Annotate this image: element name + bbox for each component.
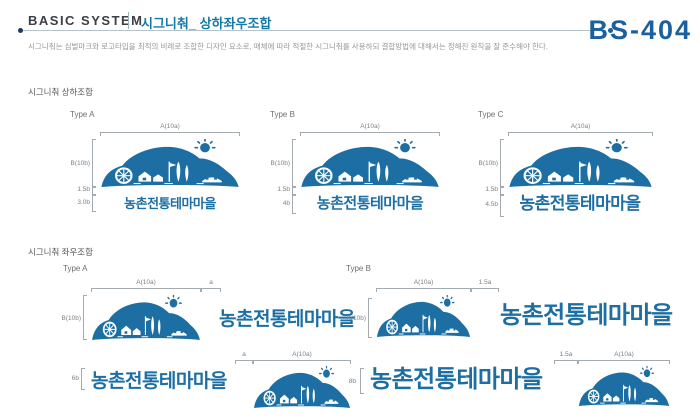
logotype: 농촌전통테마마을 bbox=[91, 371, 227, 392]
text-dim-label: 3.0b bbox=[77, 199, 90, 206]
gap-dim-bracket bbox=[92, 187, 96, 195]
gap-dim-bracket bbox=[554, 360, 578, 364]
height-dim-bracket bbox=[83, 295, 87, 340]
width-dim-bracket bbox=[91, 288, 201, 292]
width-dim-label: A(10a) bbox=[136, 279, 156, 286]
horizontal-combo-type-a: Type A A(10a) a B(10b) 농촌전통테마마을 6b 농촌전통테… bbox=[55, 262, 355, 417]
width-dim-label: A(10a) bbox=[292, 351, 312, 358]
header-divider bbox=[128, 12, 129, 29]
gap-dim-bracket bbox=[500, 187, 504, 195]
logotype: 농촌전통테마마을 bbox=[500, 302, 673, 329]
text-dim-label: 4b bbox=[282, 200, 290, 207]
text-dim-bracket bbox=[500, 195, 504, 217]
text-height-label: 6b bbox=[71, 375, 79, 382]
section-label-vertical: 시그니춰 상하조합 bbox=[28, 87, 93, 97]
gap-dim-bracket bbox=[471, 288, 499, 292]
page-description: 시그니춰는 심벌마크와 로고타입을 최적의 비례로 조합한 디자인 요소로, 매… bbox=[28, 42, 548, 51]
section-title: 시그니춰_ 상하좌우조합 bbox=[141, 16, 272, 31]
village-logo-symbol bbox=[253, 366, 351, 408]
village-logo-symbol bbox=[578, 366, 670, 406]
village-logo-symbol bbox=[376, 295, 471, 337]
width-dim-label: A(10a) bbox=[614, 351, 634, 358]
type-label: Type B bbox=[270, 110, 295, 119]
type-label: Type A bbox=[63, 264, 88, 273]
page-title: BASIC SYSTEM bbox=[28, 13, 144, 28]
text-height-label: 8b bbox=[348, 378, 356, 385]
logotype: 농촌전통테마마을 bbox=[316, 195, 424, 212]
logotype: 농촌전통테마마을 bbox=[219, 309, 355, 330]
page-code: BS-404 bbox=[588, 15, 692, 45]
gap-dim-label: 1.5b bbox=[485, 186, 498, 193]
width-dim-bracket bbox=[253, 360, 351, 364]
height-dim-label: B(10b) bbox=[61, 315, 81, 322]
width-dim-label: A(10a) bbox=[160, 123, 180, 130]
width-dim-bracket bbox=[578, 360, 670, 364]
height-dim-label: B(10b) bbox=[270, 160, 290, 167]
text-dim-bracket bbox=[92, 195, 96, 212]
village-logo-symbol bbox=[91, 295, 201, 340]
width-dim-label: A(10a) bbox=[570, 123, 591, 130]
gap-dim-label: 1.5a bbox=[478, 279, 492, 286]
width-dim-bracket bbox=[376, 288, 471, 292]
gap-dim-bracket bbox=[201, 288, 221, 292]
vertical-combo-type-a: Type A A(10a) B(10b) 1.5b 3.0b 농촌전통테마마을 bbox=[68, 108, 263, 220]
logotype: 농촌전통테마마을 bbox=[370, 366, 543, 393]
logotype: 농촌전통테마마을 bbox=[124, 196, 216, 211]
height-dim-bracket bbox=[368, 298, 372, 338]
type-label: Type B bbox=[346, 264, 371, 273]
width-dim-bracket bbox=[100, 132, 240, 136]
vertical-combo-type-b: Type B A(10a) B(10b) 1.5b 4b 농촌전통테마마을 bbox=[268, 108, 463, 220]
village-logo-symbol bbox=[100, 139, 240, 187]
gap-dim-bracket bbox=[292, 187, 296, 195]
section-label-horizontal: 시그니춰 좌우조합 bbox=[28, 247, 93, 257]
vertical-combo-type-c: Type C A(10a) B(10b) 1.5b 4.5b 농촌전통테마마을 bbox=[476, 108, 676, 220]
village-logo-symbol bbox=[300, 139, 440, 187]
gap-dim-label: a bbox=[209, 279, 213, 286]
rule-end-dot bbox=[608, 28, 613, 33]
logotype: 농촌전통테마마을 bbox=[519, 194, 641, 213]
text-height-bracket bbox=[81, 368, 85, 390]
height-dim-label: B(10b) bbox=[70, 160, 90, 167]
gap-dim-bracket bbox=[235, 360, 253, 364]
text-dim-bracket bbox=[292, 195, 296, 214]
width-dim-label: A(10a) bbox=[413, 279, 434, 286]
height-dim-label: B(10b) bbox=[478, 160, 498, 167]
rule-start-dot bbox=[18, 28, 23, 33]
height-dim-bracket bbox=[92, 139, 96, 187]
height-dim-bracket bbox=[500, 139, 504, 187]
width-dim-label: A(10a) bbox=[360, 123, 380, 130]
width-dim-bracket bbox=[508, 132, 653, 136]
gap-dim-label: 1.5b bbox=[277, 186, 290, 193]
type-label: Type C bbox=[478, 110, 504, 119]
height-dim-label: B(10b) bbox=[346, 315, 366, 322]
village-logo-symbol bbox=[508, 139, 653, 187]
text-dim-label: 4.5b bbox=[485, 201, 498, 208]
gap-dim-label: 1.5b bbox=[77, 186, 90, 193]
gap-dim-label: 1.5a bbox=[559, 351, 573, 358]
type-label: Type A bbox=[70, 110, 95, 119]
gap-dim-label: a bbox=[242, 351, 246, 358]
horizontal-combo-type-b: Type B A(10a) 1.5a B(10b) 농촌전통테마마을 8b 농촌… bbox=[340, 262, 695, 417]
width-dim-bracket bbox=[300, 132, 440, 136]
header-rule bbox=[20, 30, 606, 31]
text-height-bracket bbox=[360, 368, 364, 394]
height-dim-bracket bbox=[292, 139, 296, 187]
